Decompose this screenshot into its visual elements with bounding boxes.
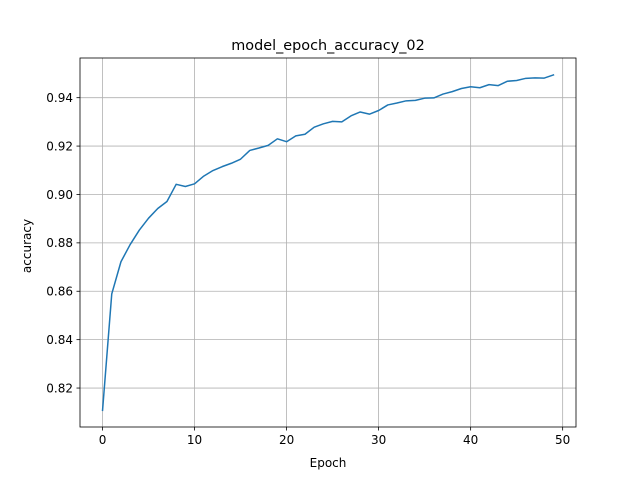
y-tick-label: 0.88	[46, 236, 73, 250]
x-tick-label: 10	[187, 433, 202, 447]
y-tick-label: 0.92	[46, 139, 73, 153]
x-tick-label: 50	[555, 433, 570, 447]
y-tick-label: 0.82	[46, 381, 73, 395]
series-layer	[101, 73, 555, 412]
y-tick-label: 0.86	[46, 285, 73, 299]
y-axis-ticks: 0.82 0.84 0.86 0.88 0.90 0.92 0.94	[46, 91, 80, 395]
y-tick-label: 0.90	[46, 188, 73, 202]
x-tick-label: 30	[371, 433, 386, 447]
grid	[80, 58, 576, 427]
x-tick-label: 20	[279, 433, 294, 447]
x-tick-label: 0	[99, 433, 107, 447]
y-axis-label: accuracy	[20, 219, 34, 273]
x-axis-label: Epoch	[310, 456, 347, 470]
y-tick-label: 0.84	[46, 333, 73, 347]
series-line-0	[101, 73, 555, 412]
x-axis-ticks: 0 10 20 30 40 50	[99, 427, 570, 447]
x-tick-label: 40	[463, 433, 478, 447]
chart-title: model_epoch_accuracy_02	[231, 38, 424, 54]
y-tick-label: 0.94	[46, 91, 73, 105]
